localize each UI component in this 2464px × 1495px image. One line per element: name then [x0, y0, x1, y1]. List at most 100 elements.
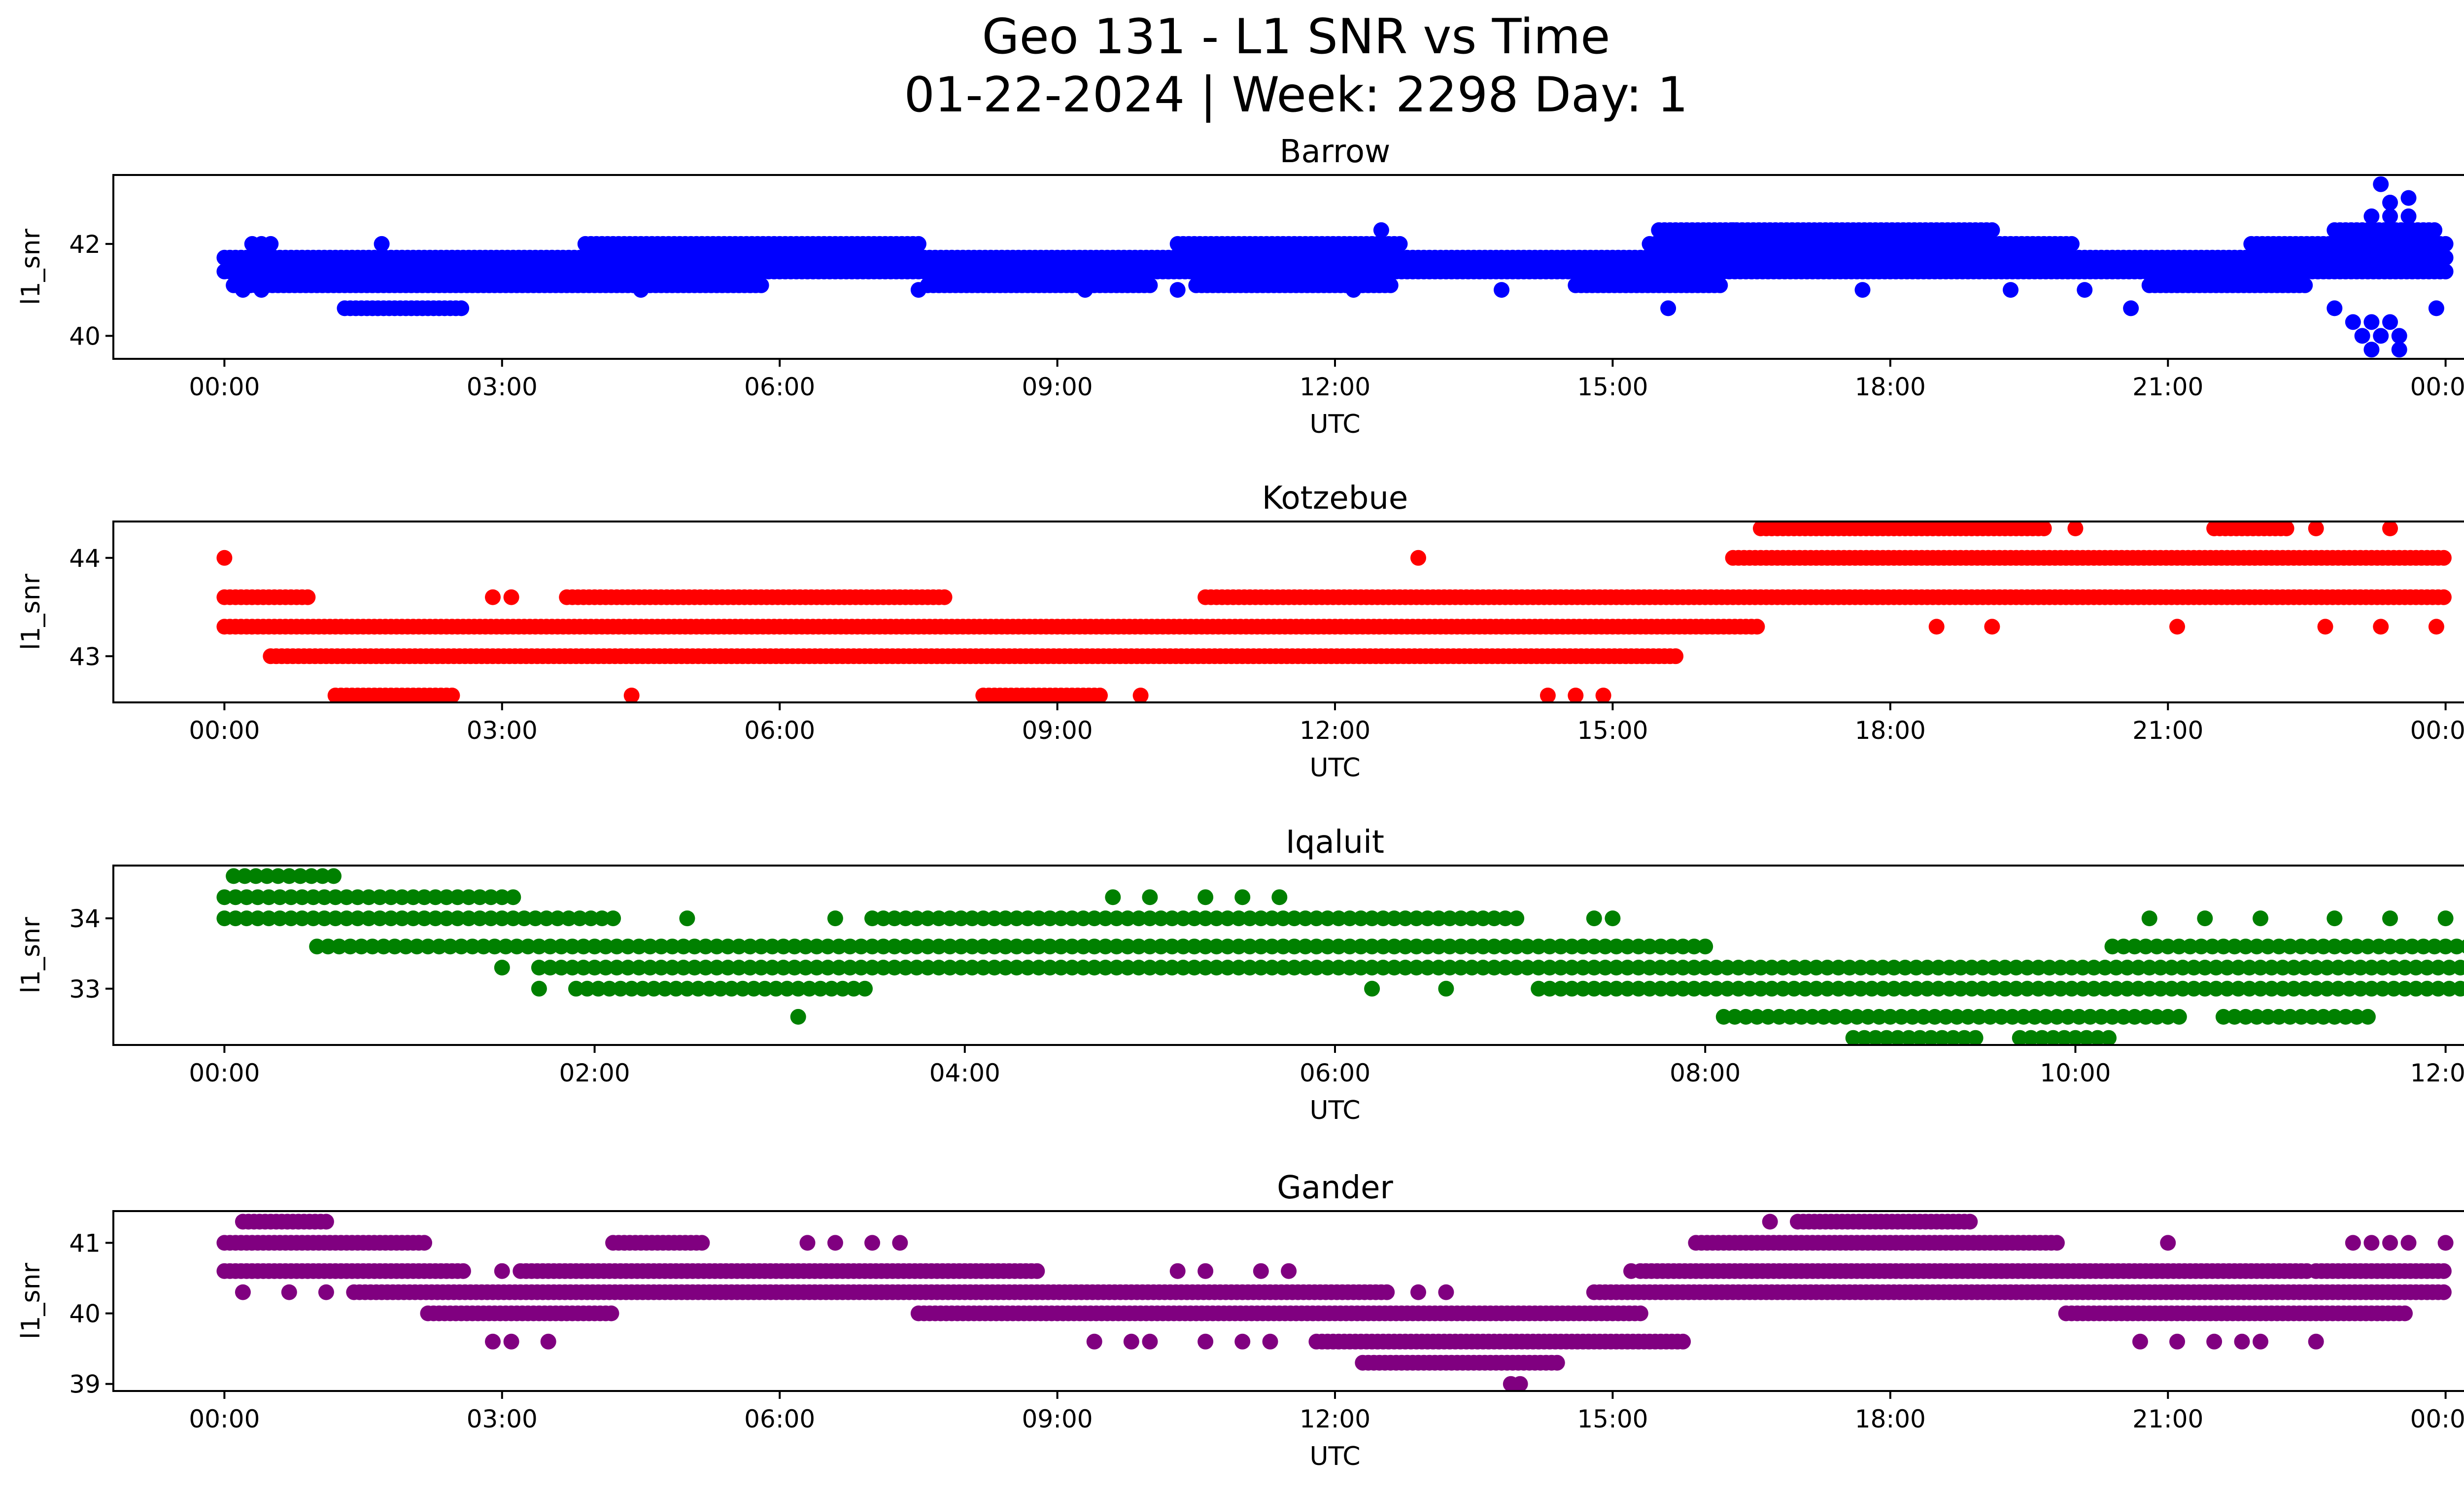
data-point — [564, 960, 581, 975]
data-point — [1725, 222, 1741, 238]
data-point — [2186, 980, 2202, 997]
data-point — [2293, 1008, 2309, 1025]
x-tick-label: 03:00 — [467, 373, 538, 401]
data-point — [427, 889, 444, 905]
data-point — [1597, 980, 1613, 997]
data-point — [642, 939, 658, 955]
data-point — [353, 939, 370, 955]
data-point — [453, 939, 470, 955]
data-point — [1198, 960, 1214, 975]
data-point — [742, 939, 758, 955]
data-point — [910, 282, 926, 298]
data-point — [1549, 1355, 1565, 1371]
data-point — [2349, 939, 2365, 955]
data-point — [694, 1235, 710, 1251]
data-point — [2053, 960, 2069, 975]
data-point — [2435, 550, 2452, 566]
data-point — [1730, 960, 1746, 975]
data-point — [1597, 939, 1613, 955]
data-point — [953, 960, 969, 975]
data-point — [1164, 960, 1180, 975]
data-point — [1342, 939, 1358, 955]
data-point — [1353, 960, 1369, 975]
data-point — [697, 939, 714, 955]
series-4 — [420, 1305, 2413, 1321]
series-1 — [216, 910, 1525, 927]
data-point — [679, 910, 695, 927]
data-point — [1727, 1008, 1743, 1025]
data-point — [1198, 910, 1214, 927]
data-point — [1142, 960, 1158, 975]
data-point — [2337, 1008, 2354, 1025]
data-point — [583, 910, 599, 927]
data-point — [1120, 960, 1136, 975]
data-point — [1605, 910, 1621, 927]
data-point — [2386, 980, 2402, 997]
x-tick-label: 15:00 — [1577, 373, 1648, 401]
data-point — [1353, 939, 1369, 955]
data-point — [1408, 939, 1425, 955]
data-point — [568, 980, 584, 997]
data-point — [1086, 960, 1102, 975]
data-point — [2271, 1008, 2287, 1025]
data-point — [1186, 960, 1202, 975]
series-7 — [1845, 1030, 2117, 1045]
data-point — [1342, 960, 1358, 975]
data-point — [1086, 1333, 1102, 1350]
data-point — [790, 980, 806, 997]
data-point — [1264, 939, 1280, 955]
data-point — [1453, 910, 1469, 927]
data-point — [623, 688, 640, 702]
data-point — [1486, 960, 1502, 975]
data-point — [564, 939, 581, 955]
series-0 — [216, 619, 1765, 635]
data-point — [1619, 939, 1636, 955]
data-point — [531, 980, 547, 997]
data-point — [731, 960, 747, 975]
data-point — [720, 939, 736, 955]
data-point — [2363, 342, 2380, 358]
data-point — [1169, 1263, 1186, 1279]
data-point — [986, 910, 1002, 927]
subplot-title: Kotzebue — [1262, 480, 1408, 517]
data-point — [2038, 1008, 2054, 1025]
data-point — [2382, 208, 2398, 224]
data-point — [897, 910, 914, 927]
data-point — [394, 910, 410, 927]
data-point — [1142, 910, 1158, 927]
data-point — [1031, 939, 1047, 955]
data-point — [598, 960, 614, 975]
data-point — [2308, 1333, 2324, 1350]
data-point — [1242, 939, 1258, 955]
data-point — [553, 939, 569, 955]
data-point — [1497, 910, 1513, 927]
data-point — [2297, 960, 2313, 975]
scattered-points — [216, 522, 2444, 702]
data-point — [2449, 939, 2464, 955]
data-point — [1364, 910, 1380, 927]
data-point — [2430, 980, 2446, 997]
data-point — [1153, 910, 1169, 927]
data-point — [1120, 910, 1136, 927]
data-point — [620, 939, 636, 955]
series-0 — [235, 1214, 1978, 1230]
data-point — [1464, 960, 1480, 975]
data-point — [2363, 314, 2380, 330]
data-point — [2260, 939, 2276, 955]
data-point — [239, 889, 255, 905]
data-point — [1438, 980, 1454, 997]
data-point — [2104, 939, 2121, 955]
data-point — [2086, 980, 2102, 997]
data-point — [2026, 1008, 2043, 1025]
data-point — [2441, 980, 2458, 997]
data-point — [697, 960, 714, 975]
data-point — [1864, 960, 1880, 975]
data-point — [775, 960, 791, 975]
data-point — [1762, 1214, 1778, 1230]
data-point — [1408, 960, 1425, 975]
data-point — [997, 939, 1014, 955]
data-point — [942, 960, 958, 975]
data-point — [920, 960, 936, 975]
data-point — [720, 960, 736, 975]
data-point — [1486, 939, 1502, 955]
